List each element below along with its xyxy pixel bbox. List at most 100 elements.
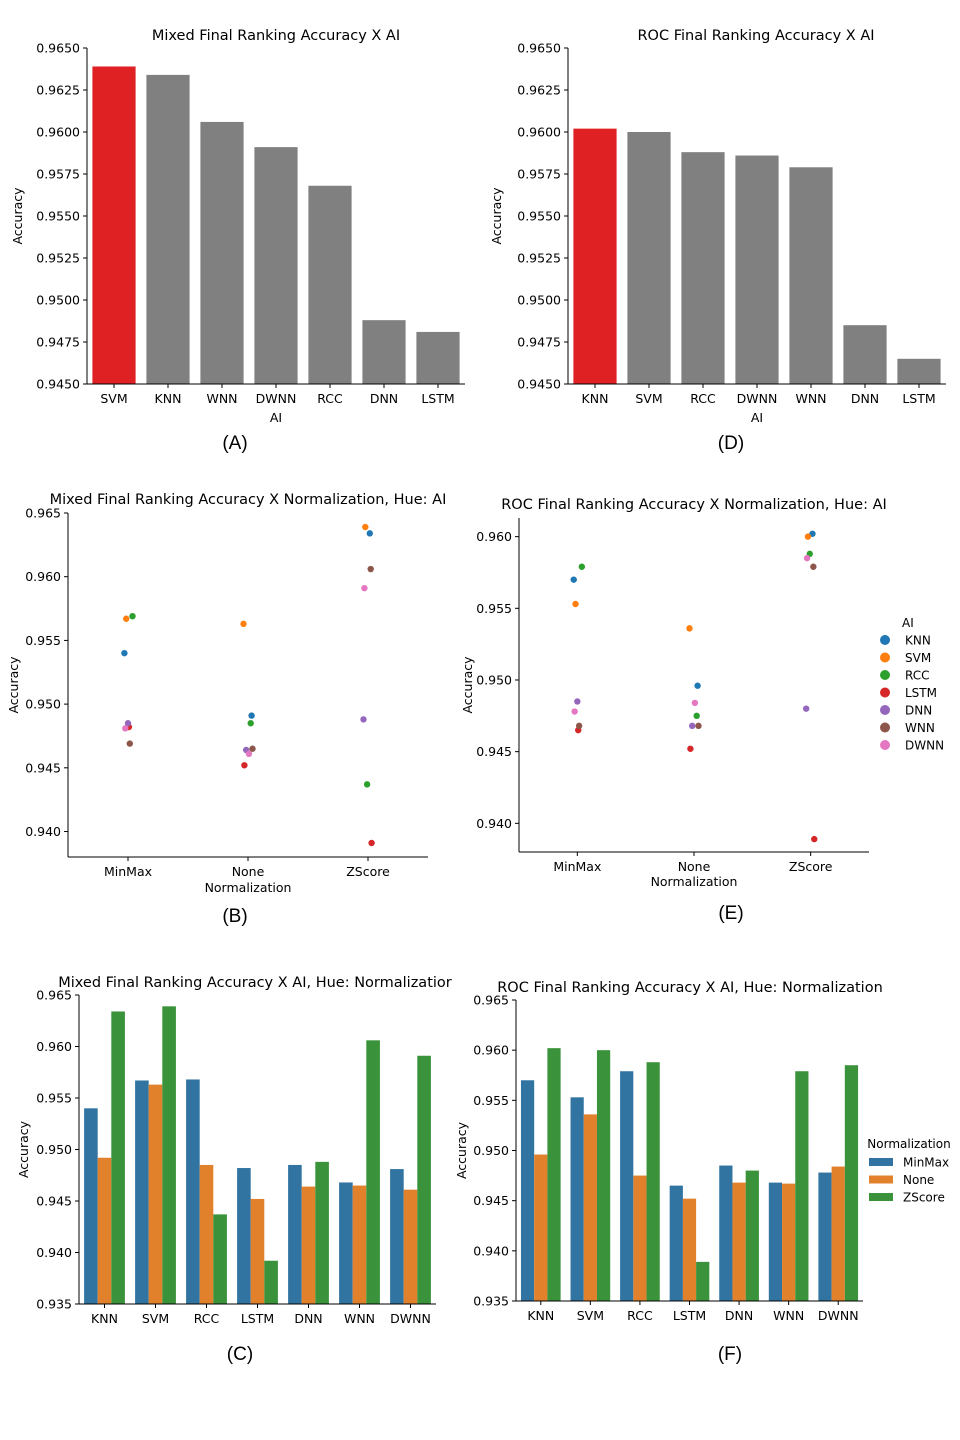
- chart-E-point-wnn-none: [695, 722, 702, 730]
- chart-D-ytick-label: 0.9525: [517, 251, 561, 266]
- chart-C-panel-label: (C): [227, 1344, 253, 1365]
- chart-E-legend-label-dnn: DNN: [905, 703, 932, 717]
- chart-E-legend-marker-wnn: [880, 722, 890, 733]
- chart-C-ytick-label: 0.950: [36, 1142, 72, 1157]
- chart-E-point-rcc-minmax: [578, 563, 586, 570]
- chart-F-bar-lstm-zscore: [696, 1261, 710, 1301]
- chart-C-bar-knn-none: [97, 1157, 112, 1304]
- chart-A-xtick-label: WNN: [206, 391, 237, 406]
- chart-F-bar-knn-zscore: [547, 1048, 561, 1301]
- chart-D-ytick-label: 0.9575: [517, 167, 561, 182]
- chart-A: 0.9450 0.9475 0.9500 0.9525 0.9550 0.9575 0.96…: [10, 28, 465, 454]
- chart-B-xtick-label: MinMax: [104, 864, 152, 879]
- chart-E-legend-marker-lstm: [880, 687, 890, 698]
- chart-F-xtick-label: KNN: [527, 1308, 554, 1323]
- chart-E-point-wnn-zscore: [810, 563, 817, 570]
- chart-E-ytick-label: 0.945: [476, 744, 512, 759]
- chart-D: 0.9450 0.9475 0.9500 0.9525 0.9550 0.9575 0.96…: [489, 28, 946, 454]
- chart-A-bar-svm: [92, 66, 136, 384]
- chart-E-point-dnn-none: [689, 722, 696, 730]
- chart-C-bar-svm-minmax: [135, 1080, 149, 1304]
- chart-D-title: ROC Final Ranking Accuracy X AI: [637, 28, 874, 44]
- chart-E-panel-label: (E): [718, 903, 743, 924]
- chart-F-bar-knn-minmax: [520, 1080, 535, 1301]
- chart-B-point-dnn-minmax: [124, 720, 132, 727]
- chart-A-bar-rcc: [308, 185, 352, 384]
- chart-D-xtick-label: DWNN: [737, 391, 778, 406]
- chart-F-legend-label-zscore: ZScore: [903, 1191, 945, 1205]
- chart-B-point-svm-none: [240, 620, 247, 628]
- chart-E-point-rcc-none: [693, 712, 700, 720]
- chart-F-panel-label: (F): [718, 1344, 742, 1365]
- chart-A-xtick-label: RCC: [317, 391, 343, 406]
- chart-A-bar-dnn: [362, 320, 406, 384]
- chart-E-legend: AI KNN SVM RCC LSTM DNN WNN DWNN: [880, 616, 944, 752]
- chart-E-legend-label-rcc: RCC: [905, 668, 930, 682]
- chart-D-xtick-label: LSTM: [902, 391, 935, 406]
- chart-E-point-wnn-minmax: [575, 722, 583, 730]
- chart-B-ytick-label: 0.965: [25, 506, 61, 521]
- chart-B-ytick-label: 0.955: [25, 633, 61, 648]
- chart-D-bar-dwnn: [735, 155, 779, 384]
- chart-D-ytick-label: 0.9450: [517, 377, 561, 392]
- chart-C-bar-dwnn-none: [403, 1189, 418, 1304]
- chart-B-y-axis-label: Accuracy: [6, 656, 21, 714]
- chart-C-bar-dwnn-minmax: [390, 1169, 404, 1304]
- chart-E-point-svm-none: [686, 625, 693, 632]
- chart-F-ytick-label: 0.945: [473, 1193, 509, 1208]
- chart-B-point-rcc-minmax: [129, 613, 136, 620]
- chart-F-bar-dnn-zscore: [745, 1170, 759, 1301]
- chart-F-xtick-label: RCC: [627, 1308, 653, 1323]
- chart-A-title: Mixed Final Ranking Accuracy X AI: [152, 28, 400, 44]
- chart-B-point-knn-minmax: [121, 649, 128, 657]
- chart-D-xtick-label: KNN: [582, 391, 609, 406]
- chart-F-legend-swatch-zscore: [869, 1193, 893, 1201]
- chart-A-ytick-label: 0.9575: [36, 167, 80, 182]
- chart-D-x-axis-label: AI: [751, 410, 763, 425]
- chart-E-ytick-label: 0.955: [476, 601, 512, 616]
- chart-A-y-axis-label: Accuracy: [10, 187, 25, 245]
- chart-E-ytick-label: 0.960: [476, 529, 512, 544]
- chart-C-bar-dnn-minmax: [288, 1164, 302, 1304]
- chart-C-bar-rcc-minmax: [186, 1079, 200, 1304]
- chart-A-xtick-label: DWNN: [256, 391, 297, 406]
- chart-F-xtick-label: DNN: [725, 1308, 753, 1323]
- chart-D-bar-rcc: [681, 152, 725, 384]
- chart-E-legend-label-wnn: WNN: [905, 721, 935, 735]
- chart-A-ytick-label: 0.9650: [36, 41, 80, 56]
- chart-D-bar-wnn: [789, 167, 833, 384]
- chart-C-bar-lstm-minmax: [237, 1168, 251, 1304]
- chart-A-bar-wnn: [200, 121, 244, 385]
- chart-F-bar-svm-minmax: [570, 1097, 584, 1301]
- chart-C-ytick-label: 0.935: [36, 1297, 72, 1312]
- chart-E-point-knn-minmax: [570, 576, 577, 583]
- chart-C-bar-knn-minmax: [84, 1108, 98, 1304]
- chart-C-bar-dnn-zscore: [315, 1161, 329, 1304]
- chart-D-xtick-label: WNN: [795, 391, 826, 406]
- chart-E-xtick-label: MinMax: [553, 859, 601, 874]
- chart-B-point-knn-none: [248, 712, 255, 719]
- chart-D-bar-dnn: [843, 325, 887, 384]
- chart-A-bar-dwnn: [254, 147, 298, 384]
- chart-E-point-lstm-none: [687, 745, 694, 752]
- chart-E-legend-label-svm: SVM: [905, 651, 931, 665]
- chart-D-panel-label: (D): [718, 433, 744, 454]
- chart-C-xtick-label: RCC: [194, 1311, 220, 1326]
- chart-D-bar-knn: [573, 128, 617, 384]
- chart-B-point-wnn-zscore: [367, 565, 374, 573]
- chart-E-legend-marker-dnn: [880, 705, 890, 715]
- chart-E-point-dwnn-none: [691, 699, 699, 707]
- chart-A-ytick-label: 0.9450: [36, 377, 80, 392]
- chart-D-xtick-label: RCC: [690, 391, 716, 406]
- chart-F-bar-wnn-none: [782, 1183, 796, 1301]
- chart-A-ytick-label: 0.9475: [36, 335, 80, 350]
- chart-D-ytick-label: 0.9550: [517, 209, 561, 224]
- chart-B-xtick-label: None: [232, 864, 265, 879]
- chart-E-point-svm-minmax: [572, 600, 579, 608]
- chart-C-ytick-label: 0.945: [36, 1194, 72, 1209]
- chart-E-point-dnn-zscore: [802, 705, 810, 712]
- chart-B-ytick-label: 0.940: [25, 824, 61, 839]
